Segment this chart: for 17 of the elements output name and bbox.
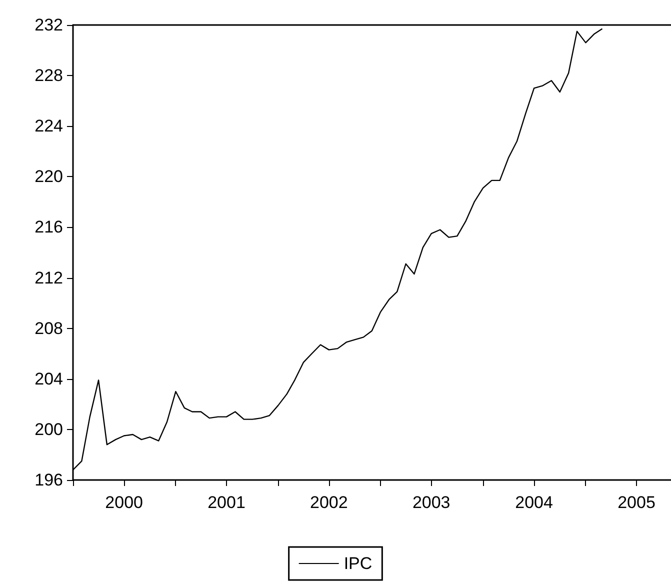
x-tick-label: 2005	[618, 493, 656, 512]
y-tick-label: 196	[34, 470, 63, 490]
y-tick-label: 224	[34, 116, 63, 136]
y-tick-label: 232	[34, 16, 63, 34]
x-tick-label: 2002	[310, 493, 348, 512]
legend-label: IPC	[344, 554, 372, 573]
x-tick-label: 2004	[515, 493, 553, 512]
x-tick-label: 2001	[208, 493, 246, 512]
y-tick-label: 228	[34, 66, 63, 86]
x-tick-label: 2003	[412, 493, 450, 512]
y-tick-label: 220	[34, 167, 63, 186]
y-tick-label: 208	[34, 318, 63, 338]
y-tick-label: 204	[34, 369, 63, 388]
x-tick-label: 2000	[105, 493, 143, 512]
y-tick-label: 216	[34, 218, 63, 237]
y-tick-label: 200	[34, 420, 63, 439]
y-tick-label: 212	[34, 268, 63, 288]
